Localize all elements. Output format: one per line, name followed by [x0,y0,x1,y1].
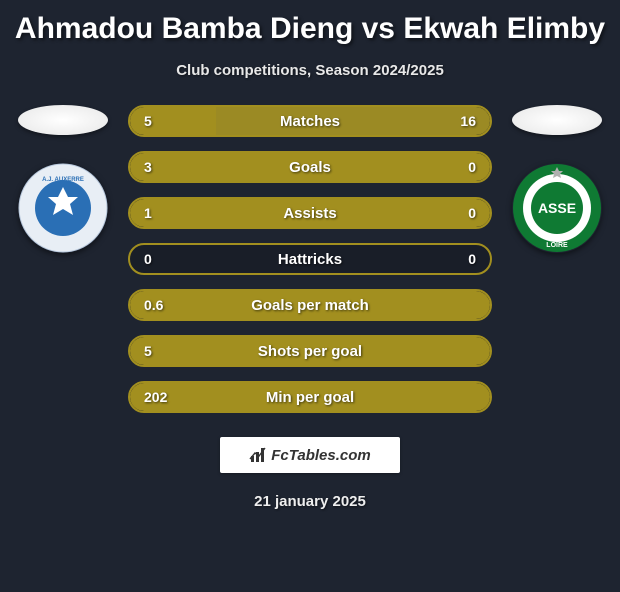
date-label: 21 january 2025 [0,493,620,510]
brand-logo[interactable]: FcTables.com [220,437,400,473]
stat-label: Hattricks [130,251,490,268]
stats-col: 5Matches163Goals01Assists00Hattricks00.6… [118,105,502,413]
left-flag-icon [18,105,108,135]
subtitle: Club competitions, Season 2024/2025 [0,62,620,79]
svg-text:LOIRE: LOIRE [546,242,568,249]
stat-value-right: 0 [468,159,476,175]
stat-value-right: 0 [468,251,476,267]
stat-label: Assists [130,205,490,222]
stat-label: Goals [130,159,490,176]
chart-icon [249,446,267,464]
left-player-col: A.J. AUXERRE [8,105,118,253]
stat-label: Shots per goal [130,343,490,360]
brand-label: FcTables.com [271,447,370,464]
stat-row-goals: 3Goals0 [128,151,492,183]
stat-value-right: 16 [460,113,476,129]
svg-text:A.J. AUXERRE: A.J. AUXERRE [42,177,84,183]
stat-value-right: 0 [468,205,476,221]
stat-row-hattricks: 0Hattricks0 [128,243,492,275]
right-club-badge-icon: ASSE LOIRE [512,163,602,253]
stat-label: Goals per match [130,297,490,314]
page-title: Ahmadou Bamba Dieng vs Ekwah Elimby [0,12,620,46]
stat-row-min-per-goal: 202Min per goal [128,381,492,413]
stat-row-shots-per-goal: 5Shots per goal [128,335,492,367]
stat-row-goals-per-match: 0.6Goals per match [128,289,492,321]
left-club-badge-icon: A.J. AUXERRE [18,163,108,253]
stat-label: Matches [130,113,490,130]
stat-row-assists: 1Assists0 [128,197,492,229]
svg-text:ASSE: ASSE [538,200,576,216]
stat-row-matches: 5Matches16 [128,105,492,137]
right-flag-icon [512,105,602,135]
right-player-col: ASSE LOIRE [502,105,612,253]
content-row: A.J. AUXERRE 5Matches163Goals01Assists00… [0,105,620,413]
stat-label: Min per goal [130,389,490,406]
